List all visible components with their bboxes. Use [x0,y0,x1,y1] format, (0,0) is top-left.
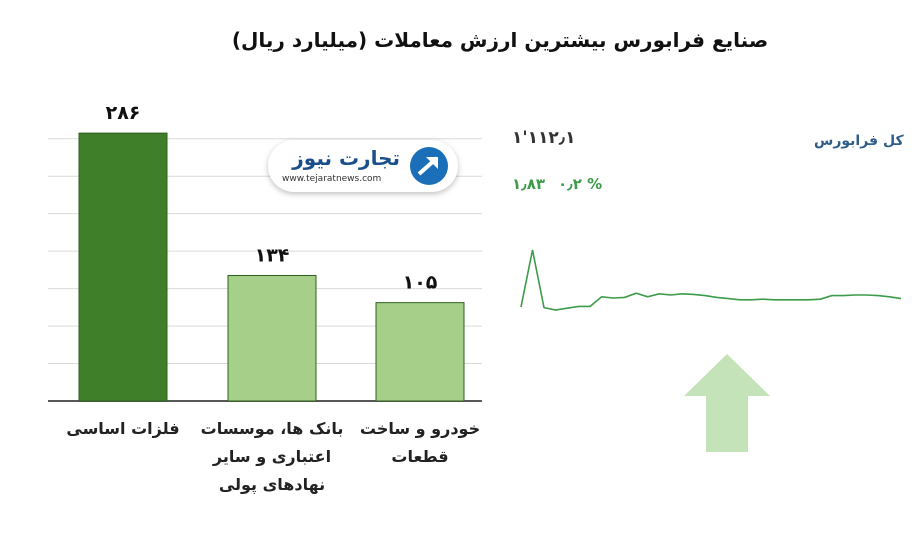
category-label: فلزات اساسی [66,419,179,438]
logo-site: www.tejaratnews.com [282,174,382,184]
category-label: بانک ها، موسسات [201,419,344,438]
index-change-pct: ۰٫۲ % [558,175,603,193]
index-line-chart [520,249,902,311]
category-label: خودرو و ساخت [360,419,480,438]
logo: تجارت نیوز www.tejaratnews.com [268,140,458,192]
data-label: ۱۰۵ [403,272,438,294]
data-label: ۱۳۴ [255,244,290,266]
data-label: ۲۸۶ [106,102,141,124]
chart-title: صنایع فرابورس بیشترین ارزش معاملات (میلی… [231,28,769,52]
logo-arrow-icon [410,147,448,185]
logo-brand: تجارت نیوز [292,146,400,170]
index-value: ۱'۱۱۲٫۱ [512,128,576,148]
bar [227,274,317,402]
bar [375,302,465,402]
category-label: اعتباری و سایر [212,447,331,466]
category-label: نهادهای پولی [219,475,325,495]
index-series-line [520,249,902,311]
index-change: ۱٫۸۳ [512,175,546,193]
bar [78,132,168,402]
category-label: قطعات [391,447,448,466]
index-name: کل فرابورس [814,133,904,149]
up-arrow-icon [684,354,770,452]
